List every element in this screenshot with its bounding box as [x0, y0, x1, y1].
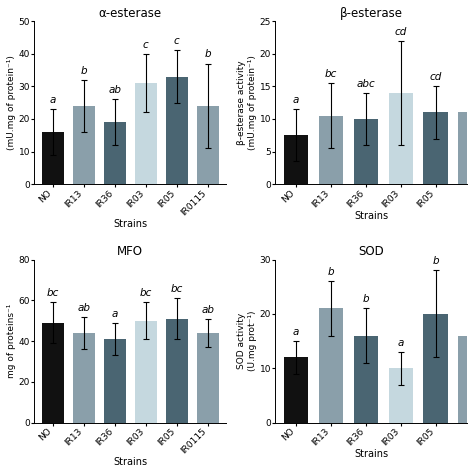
Title: β-esterase: β-esterase	[340, 7, 402, 20]
Title: SOD: SOD	[358, 246, 384, 258]
Text: abc: abc	[356, 79, 375, 89]
Bar	[135, 83, 156, 184]
Text: bc: bc	[171, 284, 183, 294]
Bar	[354, 336, 378, 423]
X-axis label: Strains: Strains	[354, 210, 388, 220]
Text: a: a	[293, 95, 299, 105]
Bar	[135, 321, 156, 423]
Bar	[104, 339, 126, 423]
Y-axis label: SOD activity
(U.mg prot⁻¹): SOD activity (U.mg prot⁻¹)	[237, 311, 257, 371]
Bar	[73, 106, 95, 184]
Bar	[166, 319, 188, 423]
Bar	[389, 93, 413, 184]
Text: b: b	[432, 256, 439, 266]
Bar	[197, 106, 219, 184]
Text: b: b	[204, 49, 211, 59]
Text: ab: ab	[77, 302, 91, 312]
Bar	[458, 112, 474, 184]
Bar	[42, 323, 64, 423]
Text: a: a	[293, 327, 299, 337]
Y-axis label: mg of proteins⁻¹: mg of proteins⁻¹	[7, 304, 16, 378]
Text: a: a	[112, 309, 118, 319]
Bar	[389, 368, 413, 423]
Bar	[319, 116, 343, 184]
X-axis label: Strains: Strains	[354, 449, 388, 459]
Title: α-esterase: α-esterase	[99, 7, 162, 20]
Bar	[354, 119, 378, 184]
Text: b: b	[81, 66, 87, 76]
Y-axis label: β-esterase activity
(mU.mg of protein⁻¹): β-esterase activity (mU.mg of protein⁻¹)	[237, 55, 257, 150]
Text: bc: bc	[325, 69, 337, 79]
Bar	[284, 135, 309, 184]
Bar	[197, 333, 219, 423]
Text: ab: ab	[201, 305, 214, 315]
Bar	[423, 314, 448, 423]
Bar	[42, 132, 64, 184]
Text: cd: cd	[429, 72, 442, 82]
Bar	[423, 112, 448, 184]
Bar	[73, 333, 95, 423]
Bar	[104, 122, 126, 184]
Text: cd: cd	[394, 27, 407, 36]
Text: bc: bc	[47, 288, 59, 298]
X-axis label: Strains: Strains	[113, 219, 147, 228]
Bar	[166, 77, 188, 184]
Bar	[284, 357, 309, 423]
Text: c: c	[174, 36, 180, 46]
Bar	[458, 336, 474, 423]
Text: c: c	[143, 40, 149, 50]
X-axis label: Strains: Strains	[113, 457, 147, 467]
Text: b: b	[363, 294, 369, 304]
Text: bc: bc	[140, 288, 152, 298]
Text: b: b	[328, 267, 334, 277]
Title: MFO: MFO	[118, 246, 143, 258]
Bar	[319, 309, 343, 423]
Text: a: a	[50, 95, 56, 105]
Text: ab: ab	[109, 85, 121, 95]
Text: a: a	[398, 338, 404, 348]
Y-axis label: (mU.mg of protein⁻¹): (mU.mg of protein⁻¹)	[7, 55, 16, 150]
